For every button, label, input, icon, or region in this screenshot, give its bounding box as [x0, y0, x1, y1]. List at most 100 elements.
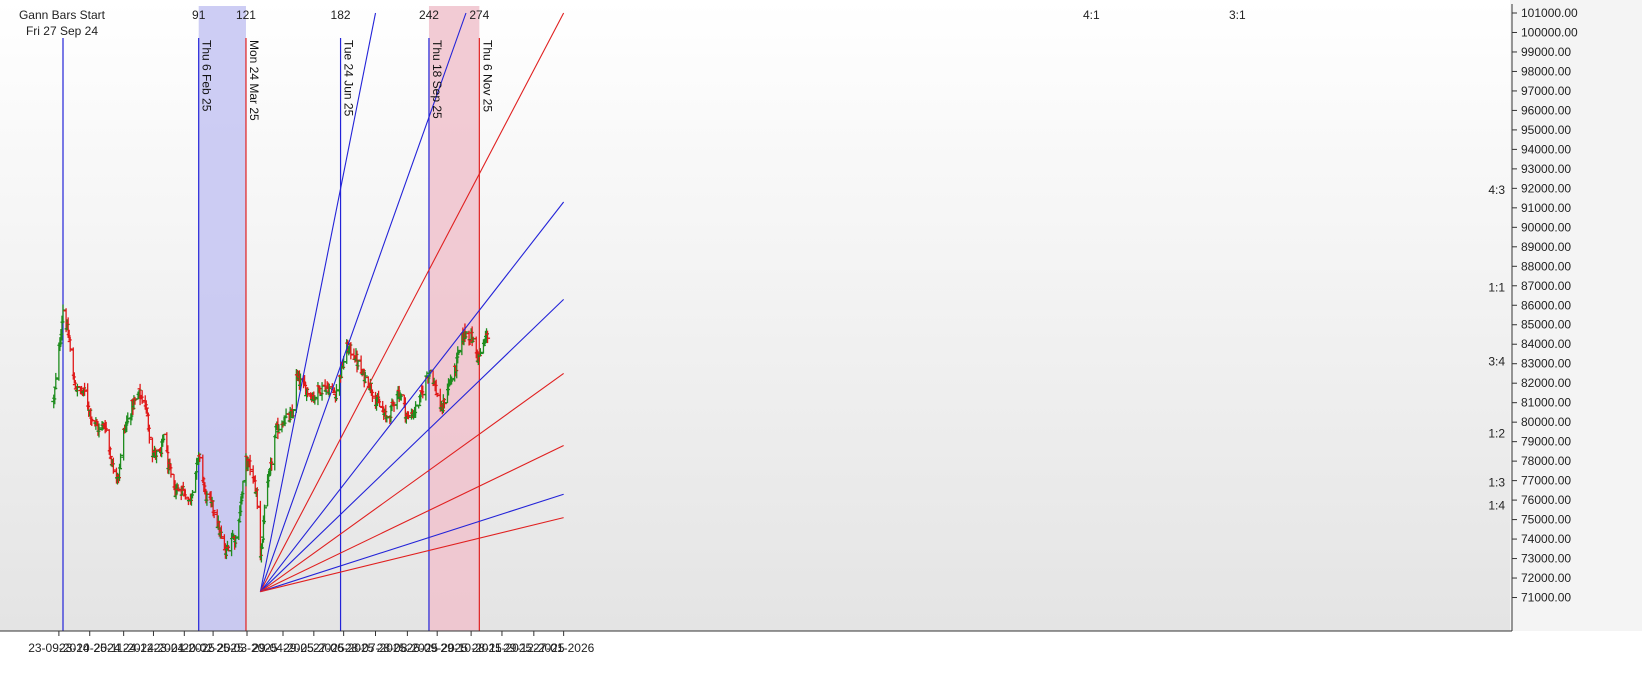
price-bar — [67, 336, 73, 352]
x-tick-label: 28-08-2025 — [377, 641, 439, 655]
x-tick-label: 23-01-2025 — [154, 641, 216, 655]
y-tick-label: 77000.00 — [1521, 474, 1571, 488]
price-bar — [233, 535, 239, 548]
y-tick-label: 86000.00 — [1521, 298, 1571, 312]
gann-fan: 4:3 1:1 3:4 1:2 1:3 1:4 — [259, 12, 1505, 593]
price-bar — [180, 481, 186, 490]
y-tick-label: 92000.00 — [1521, 181, 1571, 195]
price-bar — [449, 376, 455, 385]
y-tick-label: 91000.00 — [1521, 201, 1571, 215]
price-bar — [110, 457, 116, 474]
y-tick-label: 79000.00 — [1521, 435, 1571, 449]
price-bar — [240, 480, 246, 499]
price-bar — [275, 417, 281, 440]
y-tick-label: 101000.00 — [1521, 6, 1578, 20]
y-tick-label: 98000.00 — [1521, 64, 1571, 78]
x-tick-label: 26-09-2025 — [406, 641, 468, 655]
y-tick-label: 87000.00 — [1521, 279, 1571, 293]
fan-label: 1:2 — [1488, 427, 1505, 441]
fan-line-3-1 — [259, 12, 467, 592]
gann-start-title: Gann Bars Start — [19, 8, 106, 22]
y-tick-label: 90000.00 — [1521, 220, 1571, 234]
price-bar — [312, 395, 318, 405]
x-axis-panel — [0, 631, 1642, 690]
price-bar — [146, 424, 152, 444]
x-tick-label: 29-12-2025 — [503, 641, 565, 655]
y-axis-panel — [1510, 0, 1642, 631]
fan-line-4-3 — [259, 201, 565, 593]
x-tick-label: 25-03-2025 — [216, 641, 278, 655]
price-bar — [143, 400, 149, 414]
marker-count-3: 242 — [419, 8, 439, 22]
x-tick-label: 27-01-2026 — [533, 641, 595, 655]
y-tick-label: 83000.00 — [1521, 357, 1571, 371]
price-bar — [477, 348, 483, 357]
marker-labels: 4:1 3:1 91 Thu 6 Feb 25 121 Mon 24 Mar 25 182 T… — [192, 8, 1246, 121]
marker-count-1: 121 — [236, 8, 256, 22]
price-bar — [247, 454, 253, 476]
y-tick-label: 72000.00 — [1521, 571, 1571, 585]
price-bars — [51, 304, 491, 563]
marker-date-4: Thu 6 Nov 25 — [480, 40, 494, 112]
x-tick-label: 23-09-2024 — [28, 641, 90, 655]
price-bar — [82, 382, 88, 396]
shaded-ranges — [198, 6, 480, 631]
x-tick-label: 29-04-2025 — [252, 641, 314, 655]
price-bar — [210, 500, 216, 517]
y-tick-label: 96000.00 — [1521, 103, 1571, 117]
y-tick-label: 97000.00 — [1521, 84, 1571, 98]
price-bar — [305, 387, 311, 398]
price-bar — [485, 330, 491, 344]
marker-lines — [62, 38, 480, 631]
fan-line-3-4 — [260, 373, 564, 593]
marker-count-4: 274 — [469, 8, 489, 22]
price-bar — [53, 372, 59, 390]
price-bar — [96, 423, 102, 438]
price-bar — [463, 331, 469, 340]
y-tick-label: 95000.00 — [1521, 123, 1571, 137]
marker-count-2: 182 — [331, 8, 351, 22]
y-tick-label: 76000.00 — [1521, 493, 1571, 507]
fan-label: 1:1 — [1488, 280, 1505, 294]
price-bar — [377, 398, 383, 408]
y-tick-label: 80000.00 — [1521, 415, 1571, 429]
x-tick-label: 29-10-2025 — [440, 641, 502, 655]
y-tick-label: 94000.00 — [1521, 142, 1571, 156]
price-bar — [218, 525, 224, 539]
y-tick-label: 88000.00 — [1521, 259, 1571, 273]
fan-line-1-4 — [260, 517, 564, 593]
price-bar — [384, 415, 390, 423]
y-tick-label: 73000.00 — [1521, 552, 1571, 566]
fan-line-4-1 — [259, 12, 377, 592]
fan-line-1-2 — [260, 445, 564, 593]
price-bar — [405, 411, 411, 420]
price-bar — [369, 389, 375, 403]
y-tick-label: 82000.00 — [1521, 376, 1571, 390]
shaded-range-1 — [428, 6, 480, 631]
price-bar — [154, 450, 160, 464]
price-bar — [139, 390, 145, 404]
fan-label-top: 3:1 — [1229, 8, 1246, 22]
fan-label-top: 4:1 — [1083, 8, 1100, 22]
x-tick-label: 29-05-2025 — [283, 641, 345, 655]
fan-line-1-3 — [260, 493, 564, 593]
price-bar — [254, 487, 260, 510]
price-bar — [326, 383, 332, 398]
price-bar — [441, 398, 447, 409]
y-tick-label: 100000.00 — [1521, 25, 1578, 39]
marker-date-3: Thu 18 Sep 25 — [430, 40, 444, 119]
y-axis: 71000.00 72000.00 73000.00 74000.00 75000.00… — [1510, 0, 1642, 631]
price-bar — [182, 489, 188, 500]
price-bar — [333, 384, 339, 402]
y-tick-label: 99000.00 — [1521, 45, 1571, 59]
price-bar — [261, 504, 267, 525]
fan-label: 1:3 — [1488, 475, 1505, 489]
marker-count-0: 91 — [192, 8, 206, 22]
fan-line-2-1 — [259, 12, 565, 592]
y-tick-label: 93000.00 — [1521, 162, 1571, 176]
price-bar — [118, 453, 124, 469]
price-bar — [175, 484, 181, 492]
x-tick-label: 28-07-2025 — [345, 641, 407, 655]
